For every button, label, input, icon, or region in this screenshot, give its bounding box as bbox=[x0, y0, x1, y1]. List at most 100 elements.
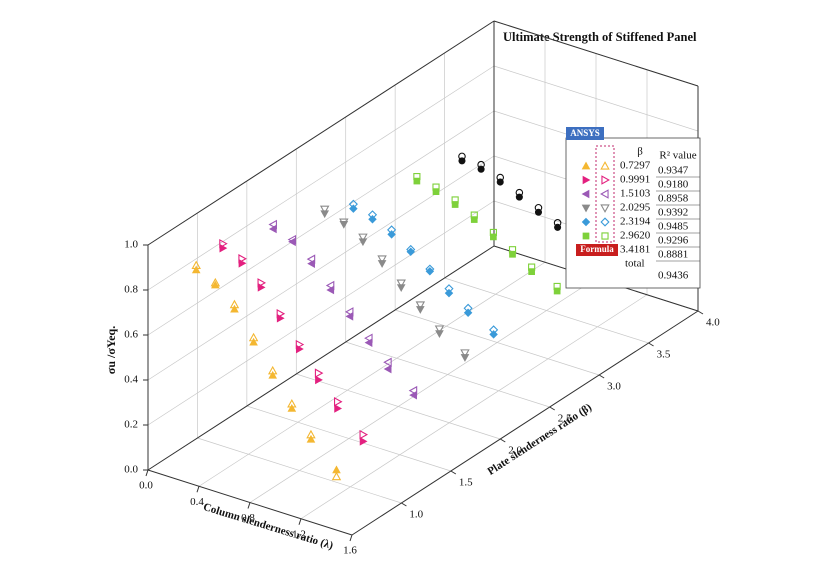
point bbox=[416, 306, 425, 314]
legend-r2: 0.9392 bbox=[658, 207, 688, 219]
point bbox=[345, 312, 354, 321]
x-tick-label: 0.4 bbox=[190, 496, 204, 508]
z-tick-label: 1.0 bbox=[409, 509, 423, 521]
point bbox=[334, 404, 343, 413]
point bbox=[276, 308, 286, 319]
z-tick bbox=[401, 502, 407, 507]
point bbox=[268, 370, 278, 379]
point bbox=[211, 280, 220, 289]
legend-badge bbox=[576, 244, 618, 256]
x-tick bbox=[247, 502, 251, 509]
legend-r2: 0.9347 bbox=[658, 165, 689, 177]
point bbox=[219, 243, 228, 253]
y-tick-label: 1.0 bbox=[124, 239, 138, 251]
point bbox=[408, 385, 418, 396]
legend-marker bbox=[581, 204, 591, 213]
point bbox=[295, 344, 304, 354]
point bbox=[387, 230, 396, 239]
point bbox=[359, 429, 369, 440]
legend-marker bbox=[581, 217, 591, 227]
legend-beta: 0.7297 bbox=[620, 160, 651, 172]
legend-beta: 2.9620 bbox=[620, 230, 651, 242]
point bbox=[333, 397, 343, 407]
point bbox=[554, 223, 562, 231]
point bbox=[238, 254, 247, 264]
point bbox=[276, 313, 285, 323]
point bbox=[325, 280, 335, 291]
point bbox=[268, 224, 277, 234]
legend-marker bbox=[600, 161, 610, 170]
legend: ANSYS β R² value 0.7297 0.9347 0.9991 0.9180 1.… bbox=[565, 127, 701, 289]
axis-edge bbox=[493, 20, 699, 87]
point bbox=[534, 208, 543, 216]
point bbox=[364, 338, 373, 347]
grid-line bbox=[296, 373, 501, 440]
point bbox=[383, 364, 392, 374]
point bbox=[434, 325, 445, 334]
legend-beta: 2.3194 bbox=[620, 216, 651, 228]
legend-r2-header: R² value bbox=[659, 150, 696, 162]
point bbox=[444, 288, 454, 298]
point bbox=[359, 437, 368, 446]
point bbox=[406, 247, 415, 256]
point bbox=[413, 177, 421, 185]
point bbox=[295, 339, 305, 350]
point bbox=[306, 434, 316, 443]
point bbox=[326, 285, 335, 295]
z-tick bbox=[697, 310, 704, 315]
point bbox=[415, 301, 426, 310]
point bbox=[331, 471, 342, 481]
axis-edge bbox=[351, 310, 699, 536]
point bbox=[257, 283, 266, 292]
legend-marker bbox=[582, 175, 591, 185]
z-tick-label: 2.0 bbox=[508, 445, 522, 457]
point bbox=[477, 165, 485, 173]
point bbox=[451, 201, 459, 208]
x-tick bbox=[145, 469, 149, 477]
legend-marker bbox=[601, 175, 610, 185]
point bbox=[383, 357, 392, 368]
x-tick bbox=[196, 486, 200, 493]
z-tick bbox=[598, 374, 605, 379]
point bbox=[425, 267, 435, 276]
axis-edge bbox=[147, 20, 495, 246]
axis-edge bbox=[147, 245, 495, 471]
point bbox=[432, 188, 440, 195]
legend-formula: Formula bbox=[580, 244, 614, 254]
point bbox=[460, 349, 470, 358]
grid-line bbox=[246, 405, 451, 472]
point bbox=[249, 337, 258, 346]
legend-r2: 0.9485 bbox=[658, 221, 689, 233]
point bbox=[358, 233, 368, 243]
legend-r2: 0.8958 bbox=[658, 193, 689, 205]
legend-dash bbox=[595, 145, 615, 243]
grid-line bbox=[345, 341, 550, 408]
point bbox=[460, 354, 470, 362]
x-tick-label: 1.6 bbox=[343, 545, 357, 557]
point bbox=[191, 265, 201, 274]
point bbox=[458, 157, 466, 165]
legend-ansys: ANSYS bbox=[570, 128, 600, 138]
chart-title: Ultimate Strength of Stiffened Panel bbox=[503, 30, 697, 44]
point bbox=[320, 210, 330, 219]
point bbox=[470, 216, 478, 223]
point bbox=[490, 233, 497, 241]
x-tick bbox=[298, 518, 302, 525]
point bbox=[553, 287, 561, 295]
legend-total-label: total bbox=[625, 258, 645, 270]
legend-marker bbox=[581, 161, 591, 170]
legend-beta: 3.4181 bbox=[620, 244, 650, 256]
z-tick-label: 3.5 bbox=[657, 349, 671, 361]
legend-total-r2: 0.9436 bbox=[658, 270, 689, 282]
point bbox=[306, 254, 316, 264]
legend-marker bbox=[582, 232, 590, 240]
point bbox=[314, 368, 324, 378]
legend-badge bbox=[566, 127, 604, 140]
point bbox=[288, 237, 296, 247]
point bbox=[489, 330, 498, 339]
point bbox=[435, 330, 444, 338]
z-tick bbox=[648, 342, 654, 347]
grid-line bbox=[493, 65, 699, 132]
legend-beta: 1.5103 bbox=[620, 188, 651, 200]
